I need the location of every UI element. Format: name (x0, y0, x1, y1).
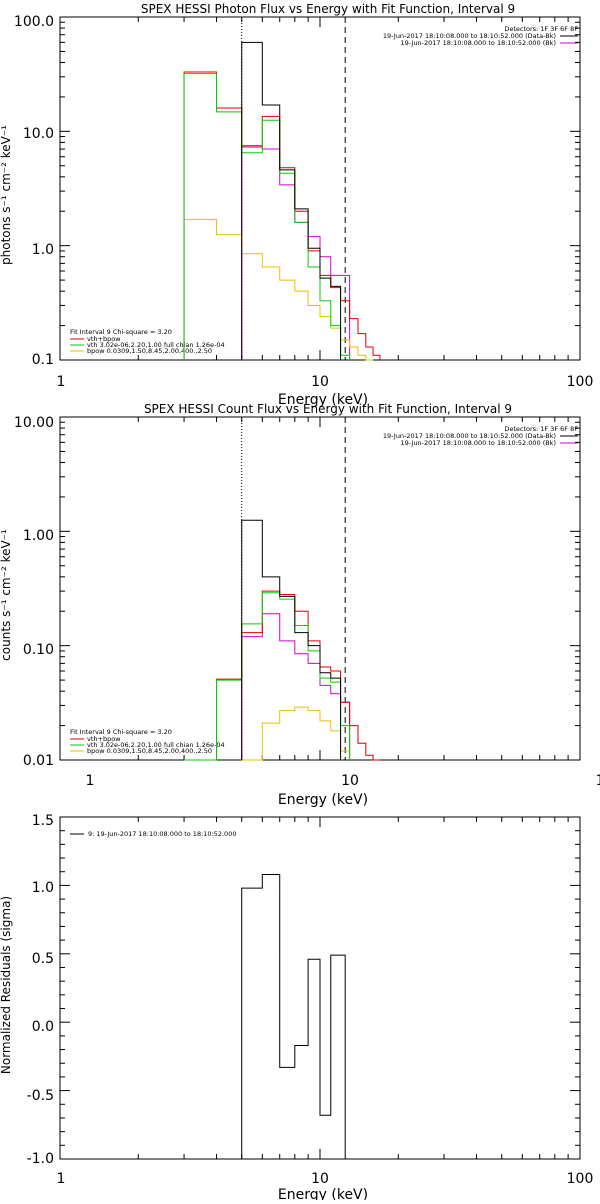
panel3-y-tick: 0.5 (32, 951, 54, 967)
panel2-y-tick: 0.01 (23, 753, 54, 769)
panel1-y-tick: 0.1 (32, 352, 54, 368)
plot-frame (59, 416, 581, 761)
data-series-line (241, 519, 342, 760)
panel3-y-tick: -1.0 (27, 1151, 54, 1167)
panel2-x-label: Energy (keV) (278, 792, 368, 808)
panel2-fit-line: vth 3.02e-06,2.20,1.00 full chian 1.26e-… (87, 741, 225, 749)
panel1-legend-bk: 19-Jun-2017 18:10:08.000 to 18:10:52.000… (401, 39, 556, 47)
panel1-fit-line: vth+bpow (87, 335, 121, 343)
panel3-x-tick: 10 (311, 1171, 329, 1187)
photon-flux-panel: SPEX HESSI Photon Flux vs Energy with Fi… (0, 2, 593, 408)
panel3-x-tick: 100 (567, 1171, 594, 1187)
total-fit-series-line (183, 71, 381, 360)
panel2-x-tick: 1 (86, 773, 95, 789)
panel1-x-tick: 1 (57, 374, 66, 390)
panel2-fit-line: bpow 0.0309,1.50,8.45,2.00,400.,2.50 (87, 747, 212, 755)
panel1-y-tick: 10.0 (23, 126, 54, 142)
panel3-y-tick: 1.0 (32, 880, 54, 896)
data-series-line (241, 41, 342, 360)
panel1-x-label: Energy (keV) (278, 392, 368, 408)
panel1-fit-header: Fit Interval 9 Chi-square = 3.20 (70, 328, 172, 336)
bpow-series-line (241, 706, 351, 761)
panel2-y-tick: 1.00 (23, 528, 54, 544)
panel3-y-tick: 1.5 (32, 813, 54, 829)
vth-series-line (184, 592, 351, 761)
panel3-y-tick: -0.5 (27, 1088, 54, 1104)
panel2-x-tick: 10 (341, 773, 359, 789)
panel3-legend: 9: 19-Jun-2017 18:10:08.000 to 18:10:52.… (88, 830, 236, 838)
panel1-fit-line: vth 3.02e-06,2.20,1.00 full chian 1.26e-… (87, 341, 225, 349)
panel2-y-tick: 10.00 (14, 415, 54, 431)
panel2-fit-header: Fit Interval 9 Chi-square = 3.20 (70, 728, 172, 736)
panel1-y-label: photons s⁻¹ cm⁻² keV⁻¹ (0, 125, 13, 265)
panel3-x-tick: 1 (57, 1171, 66, 1187)
panel2-legend-bk: 19-Jun-2017 18:10:08.000 to 18:10:52.000… (401, 439, 556, 447)
panel1-legend-data: 19-Jun-2017 18:10:08.000 to 18:10:52.000… (383, 32, 556, 40)
panel1-y-tick: 1.0 (32, 242, 54, 258)
bk-series-line (241, 613, 351, 760)
panel2-title: SPEX HESSI Count Flux vs Energy with Fit… (144, 402, 512, 416)
panel3-y-label: Normalized Residuals (sigma) (0, 896, 13, 1074)
panel1-title: SPEX HESSI Photon Flux vs Energy with Fi… (141, 2, 515, 16)
panel2-legend-header: Detectors: 1F 3F 6F 8F (504, 425, 578, 433)
residuals-panel: Energy (keV) Normalized Residuals (sigma… (0, 813, 594, 1203)
panel1-y-tick: 100.0 (14, 14, 54, 30)
panel2-legend-data: 19-Jun-2017 18:10:08.000 to 18:10:52.000… (383, 432, 556, 440)
panel1-fit-line: bpow 0.0309,1.50,8.45,2.00,400.,2.50 (87, 347, 212, 355)
panel3-x-label: Energy (keV) (278, 1187, 368, 1200)
panel1-x-tick: 10 (311, 374, 329, 390)
panel3-y-tick: 0.0 (32, 1019, 54, 1035)
data-series-line (241, 873, 346, 1159)
total-fit-series-line (184, 590, 380, 761)
panel2-x-tick: 100 (596, 773, 600, 789)
panel2-fit-line: vth+bpow (87, 735, 121, 743)
count-flux-panel: SPEX HESSI Count Flux vs Energy with Fit… (0, 402, 600, 808)
panel1-legend-header: Detectors: 1F 3F 6F 8F (504, 25, 578, 33)
panel2-y-label: counts s⁻¹ cm⁻² keV⁻¹ (0, 529, 13, 661)
panel2-y-tick: 0.10 (23, 642, 54, 658)
panel1-x-tick: 100 (567, 374, 594, 390)
